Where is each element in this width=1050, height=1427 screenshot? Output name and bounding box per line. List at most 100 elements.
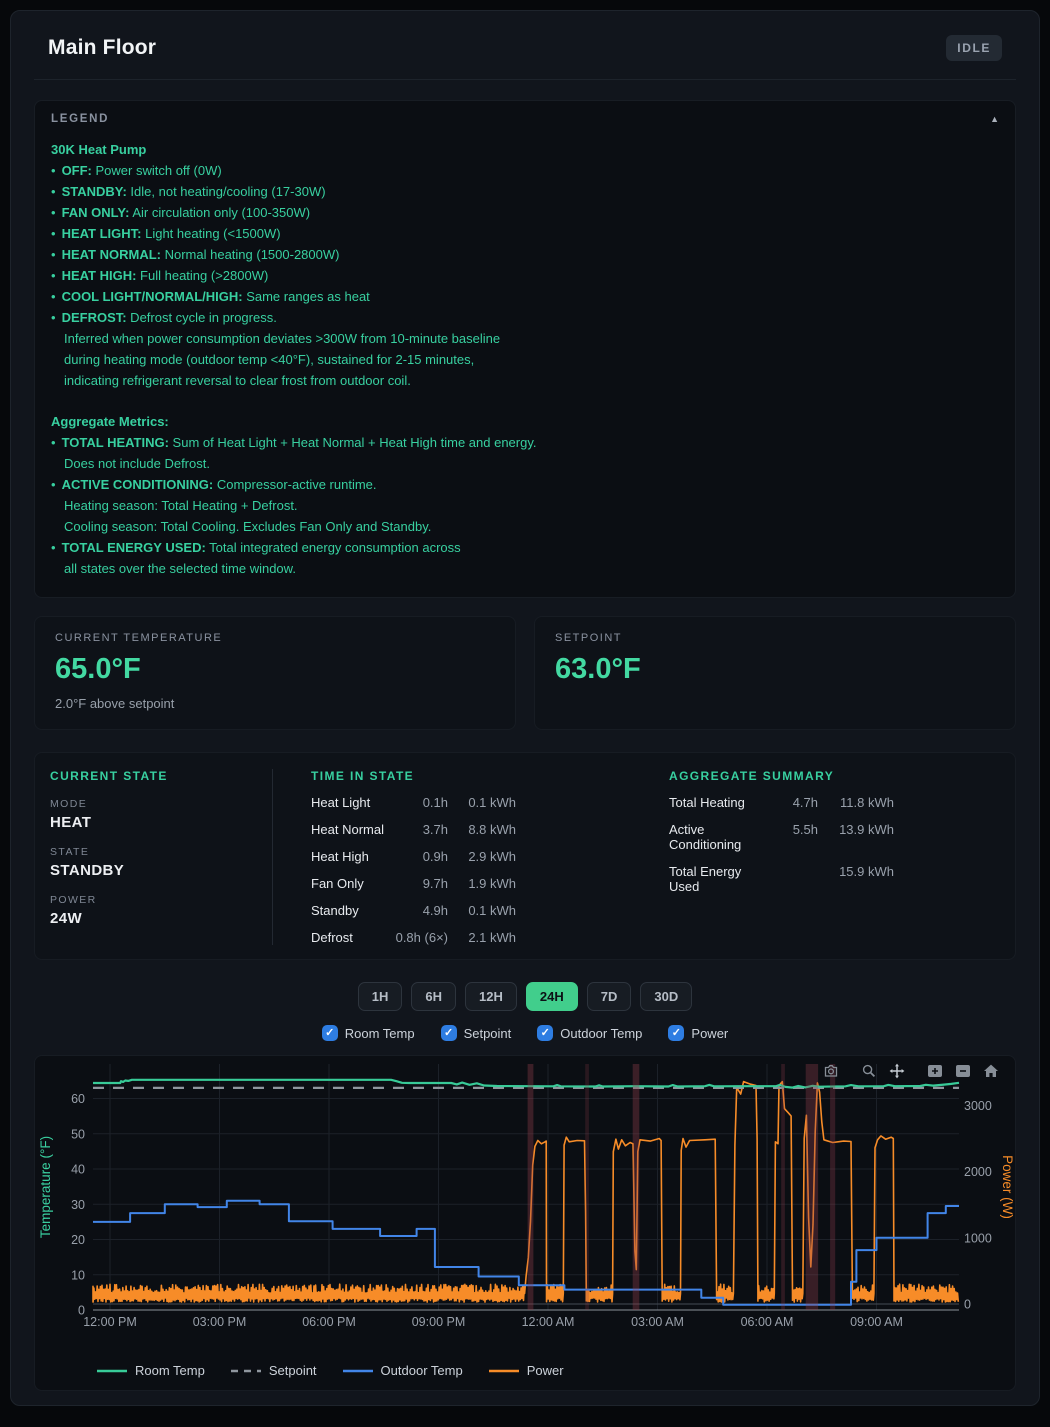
time-range-selector: 1H 6H 12H 24H 7D 30D [34,982,1016,1011]
current-temperature-label: CURRENT TEMPERATURE [55,632,223,644]
series-toggle-power[interactable]: ✓ Power [668,1025,728,1041]
legend-line: • STANDBY: Idle, not heating/cooling (17-… [51,184,326,199]
chart-legend-item-setpoint[interactable]: Setpoint [230,1363,317,1378]
range-button-24h[interactable]: 24H [525,982,578,1011]
aggregate-summary-title: AGGREGATE SUMMARY [669,769,835,783]
legend-line: • DEFROST: Defrost cycle in progress. [51,310,277,325]
state-panel: CURRENT STATE MODE HEAT STATE STANDBY POWER 2… [34,752,1016,960]
app-header: Main Floor IDLE [34,29,1016,79]
svg-text:2000: 2000 [964,1165,992,1179]
stat-cards: CURRENT TEMPERATURE 65.0°F 2.0°F above s… [34,616,1016,730]
series-toggle-outdoor-temp[interactable]: ✓ Outdoor Temp [537,1025,642,1041]
series-toggle-setpoint[interactable]: ✓ Setpoint [440,1025,511,1041]
svg-text:12:00 AM: 12:00 AM [522,1315,575,1329]
time-in-state-row: Fan Only 9.7h 1.9 kWh [311,876,516,891]
range-button-12h[interactable]: 12H [465,982,517,1011]
legend-panel: LEGEND ▲ 30K Heat Pump • OFF: Power switch… [34,100,1016,598]
state-field-value-mode: HEAT [50,814,92,831]
collapse-caret-icon[interactable]: ▲ [990,114,999,124]
status-badge: IDLE [946,35,1002,61]
state-field-value-state: STANDBY [50,862,125,879]
legend-line: Aggregate Metrics: [51,414,169,429]
left-axis-title: Temperature (°F) [38,1136,53,1238]
defrost-band [805,1064,819,1310]
aggregate-summary-row: Active Conditioning 5.5h 13.9 kWh [669,822,894,852]
state-field-value-power: 24W [50,910,83,927]
legend-line: Heating season: Total Heating + Defrost. [64,498,298,513]
current-temperature-card: CURRENT TEMPERATURE 65.0°F 2.0°F above s… [34,616,516,730]
state-field-label-mode: MODE [50,798,88,810]
setpoint-card: SETPOINT 63.0°F [534,616,1016,730]
legend-line: • COOL LIGHT/NORMAL/HIGH: Same ranges as … [51,289,370,304]
outdoor-temp-line [93,1199,959,1306]
time-in-state-row: Heat Normal 3.7h 8.8 kWh [311,822,516,837]
zoom-tool-icon[interactable] [855,1060,883,1087]
time-in-state-title: TIME IN STATE [311,769,415,783]
checkbox-checked-icon[interactable]: ✓ [537,1025,554,1041]
svg-text:06:00 PM: 06:00 PM [302,1315,356,1329]
svg-text:3000: 3000 [964,1099,992,1113]
checkbox-checked-icon[interactable]: ✓ [440,1025,457,1041]
legend-line: • HEAT LIGHT: Light heating (<1500W) [51,226,281,241]
timeseries-chart[interactable]: 12:00 PM 03:00 PM 06:00 PM 09:00 PM 12:00 AM… [35,1058,1017,1334]
legend-line: during heating mode (outdoor temp <40°F)… [64,352,475,367]
legend-line: • OFF: Power switch off (0W) [51,163,222,178]
legend-line: Cooling season: Total Cooling. Excludes … [64,519,432,534]
time-in-state-row: Standby 4.9h 0.1 kWh [311,903,516,918]
svg-text:1000: 1000 [964,1231,992,1245]
power-line [92,1080,960,1303]
page-title: Main Floor [48,36,157,59]
svg-text:09:00 PM: 09:00 PM [412,1315,466,1329]
time-in-state-row: Heat Light 0.1h 0.1 kWh [311,795,516,810]
range-button-7d[interactable]: 7D [586,982,632,1011]
state-field-label-state: STATE [50,846,90,858]
legend-line: • TOTAL HEATING: Sum of Heat Light + Heat… [51,435,537,450]
defrost-band [781,1064,785,1310]
defrost-band [830,1064,836,1310]
setpoint-label: SETPOINT [555,632,623,644]
legend-line: • HEAT NORMAL: Normal heating (1500-2800W… [51,247,340,262]
defrost-band [527,1064,534,1310]
main-floor-panel: Main Floor IDLE LEGEND ▲ 30K Heat Pump • O… [10,10,1040,1406]
current-temperature-delta: 2.0°F above setpoint [55,696,175,711]
svg-text:0: 0 [78,1304,85,1318]
svg-text:30: 30 [71,1198,85,1212]
svg-text:50: 50 [71,1127,85,1141]
legend-line: Inferred when power consumption deviates… [64,331,501,346]
legend-line: 30K Heat Pump [51,142,147,157]
chart-modebar [817,1060,1005,1087]
svg-text:20: 20 [71,1233,85,1247]
aggregate-summary-row: Total Energy Used 15.9 kWh [669,864,894,894]
series-toggle-room-temp[interactable]: ✓ Room Temp [321,1025,415,1041]
checkbox-checked-icon[interactable]: ✓ [321,1025,338,1041]
aggregate-summary-column: AGGREGATE SUMMARY Total Heating 4.7h 11.8 … [669,769,1015,945]
download-snapshot-icon[interactable] [817,1060,845,1087]
svg-text:12:00 PM: 12:00 PM [83,1315,137,1329]
zoom-in-icon[interactable] [921,1060,949,1087]
range-button-6h[interactable]: 6H [411,982,457,1011]
time-in-state-column: TIME IN STATE Heat Light 0.1h 0.1 kWh Heat … [273,769,669,945]
chart-legend-item-outdoor-temp[interactable]: Outdoor Temp [342,1363,463,1378]
range-button-30d[interactable]: 30D [640,982,693,1011]
range-button-1h[interactable]: 1H [357,982,403,1011]
svg-text:09:00 AM: 09:00 AM [850,1315,903,1329]
legend-spacer [51,391,999,411]
legend-line: Does not include Defrost. [64,456,210,471]
legend-panel-header[interactable]: LEGEND ▲ [35,101,1015,131]
series-toggle-row: ✓ Room Temp ✓ Setpoint ✓ Outdoor Temp ✓ Power [34,1025,1016,1041]
legend-line: • ACTIVE CONDITIONING: Compressor-active … [51,477,377,492]
zoom-out-icon[interactable] [949,1060,977,1087]
svg-text:60: 60 [71,1092,85,1106]
setpoint-value: 63.0°F [555,653,641,685]
room-temp-line [93,1078,960,1089]
chart-legend-item-room-temp[interactable]: Room Temp [97,1363,205,1378]
checkbox-checked-icon[interactable]: ✓ [668,1025,685,1041]
chart-legend-item-power[interactable]: Power [488,1363,564,1378]
legend-line: indicating refrigerant reversal to clear… [64,373,411,388]
reset-axes-home-icon[interactable] [977,1060,1005,1087]
time-in-state-row: Heat High 0.9h 2.9 kWh [311,849,516,864]
pan-tool-icon[interactable] [883,1060,911,1087]
aggregate-summary-row: Total Heating 4.7h 11.8 kWh [669,795,894,810]
legend-line: • HEAT HIGH: Full heating (>2800W) [51,268,269,283]
legend-panel-title: LEGEND [51,113,110,125]
